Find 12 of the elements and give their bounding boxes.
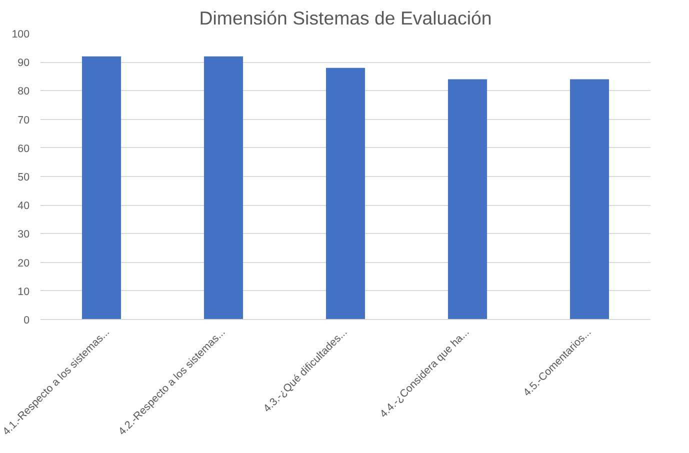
y-tick-label: 10 bbox=[18, 286, 30, 298]
y-tick-label: 30 bbox=[18, 228, 30, 241]
y-tick-label: 20 bbox=[18, 257, 30, 270]
chart-title: Dimensión Sistemas de Evaluación bbox=[199, 8, 492, 28]
y-tick-label: 100 bbox=[12, 28, 30, 40]
y-tick-label: 70 bbox=[18, 114, 30, 126]
y-tick-label: 40 bbox=[18, 200, 30, 212]
y-tick-label: 0 bbox=[24, 314, 30, 326]
y-tick-label: 80 bbox=[18, 86, 30, 98]
y-tick-label: 90 bbox=[18, 57, 30, 70]
y-tick-label: 50 bbox=[18, 172, 30, 184]
y-tick-label: 60 bbox=[18, 142, 30, 155]
